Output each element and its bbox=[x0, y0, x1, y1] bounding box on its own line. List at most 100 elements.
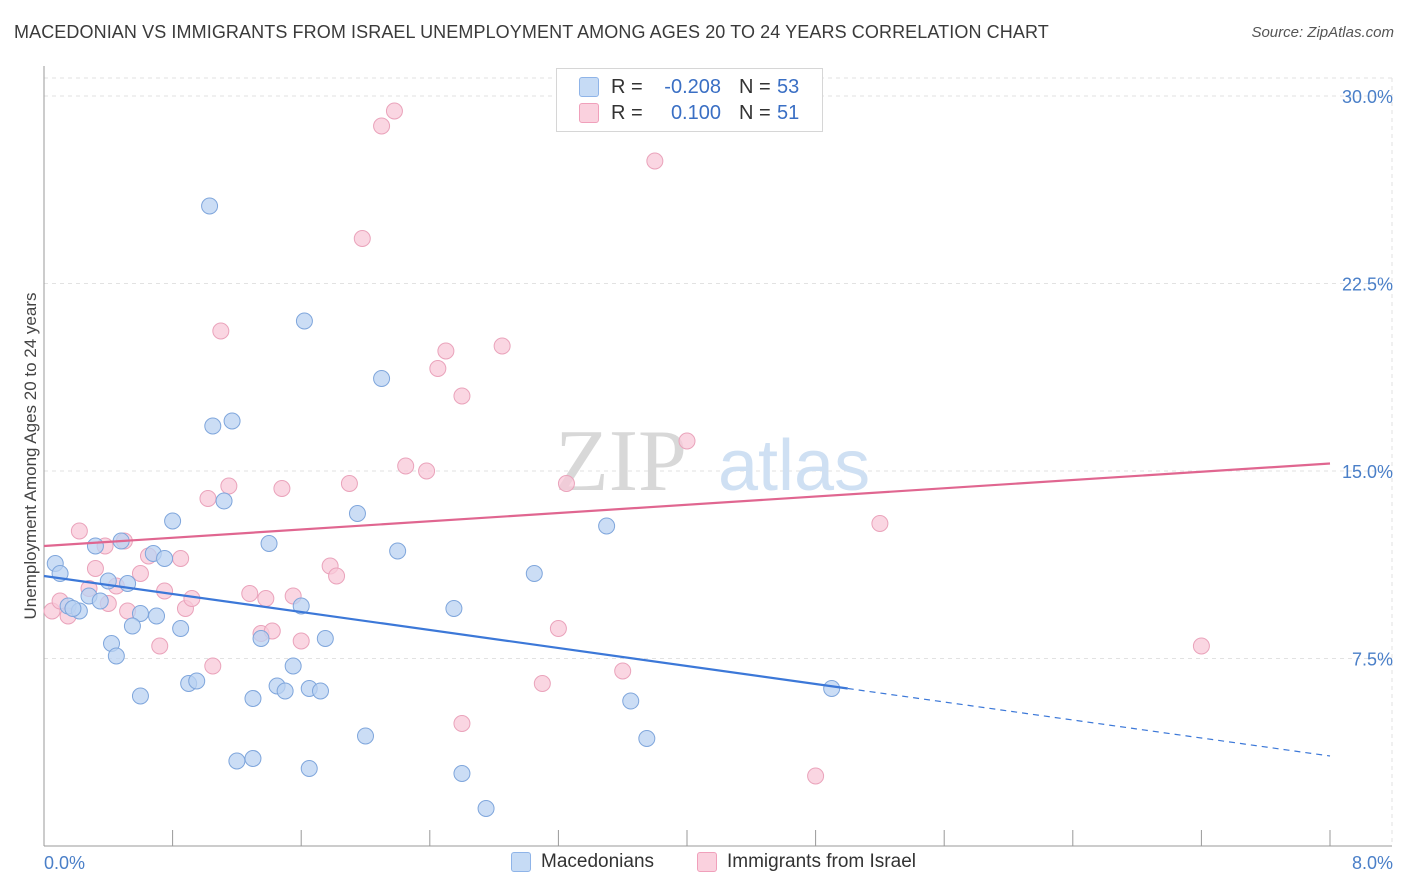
legend-r-label: R = bbox=[611, 101, 643, 124]
trend-line-macedonians-extrapolated bbox=[847, 687, 1331, 757]
y-tick-label: 30.0% bbox=[1342, 87, 1393, 107]
data-point bbox=[295, 312, 313, 330]
data-point bbox=[638, 730, 656, 747]
legend-item-macedonians[interactable]: Macedonians bbox=[511, 851, 654, 873]
x-tick-labels: 0.0% 8.0% bbox=[44, 853, 1393, 873]
y-axis-label: Unemployment Among Ages 20 to 24 years bbox=[21, 293, 40, 620]
legend-swatch-blue bbox=[511, 852, 531, 872]
axes bbox=[43, 66, 1392, 847]
data-point bbox=[823, 680, 841, 697]
data-point bbox=[86, 537, 104, 555]
source-label: Source: ZipAtlas.com bbox=[1251, 24, 1394, 41]
data-point bbox=[1192, 637, 1210, 655]
y-tick-label: 15.0% bbox=[1342, 462, 1393, 482]
data-point bbox=[622, 692, 640, 710]
legend-row-israel: R = 0.100 N = 51 bbox=[579, 100, 799, 126]
data-point bbox=[123, 617, 141, 635]
data-point bbox=[311, 682, 329, 700]
data-point bbox=[418, 462, 436, 480]
data-point bbox=[228, 752, 246, 770]
legend-swatch-pink bbox=[697, 852, 717, 872]
gridlines bbox=[44, 77, 1393, 846]
data-point bbox=[244, 750, 262, 767]
y-tick-label: 7.5% bbox=[1352, 650, 1393, 670]
data-point bbox=[598, 517, 616, 535]
data-point bbox=[453, 715, 471, 732]
data-point bbox=[300, 760, 318, 777]
data-point bbox=[353, 230, 371, 247]
data-point bbox=[204, 417, 222, 435]
data-point bbox=[385, 102, 403, 120]
data-point bbox=[252, 630, 270, 647]
series-legend: Macedonians Immigrants from Israel bbox=[0, 851, 1406, 879]
data-point bbox=[199, 490, 217, 507]
watermark-zip: ZIP bbox=[555, 413, 687, 510]
data-point bbox=[131, 565, 149, 582]
series-macedonians-points bbox=[46, 197, 841, 817]
trend-line-israel bbox=[43, 462, 1331, 548]
data-point bbox=[212, 322, 230, 340]
data-point bbox=[477, 800, 495, 817]
data-point bbox=[453, 387, 471, 405]
data-point bbox=[871, 515, 889, 532]
data-point bbox=[614, 662, 632, 680]
trend-line-macedonians bbox=[43, 574, 848, 690]
data-point bbox=[292, 632, 310, 650]
data-point bbox=[164, 512, 182, 530]
data-point bbox=[260, 535, 278, 552]
data-point bbox=[373, 117, 391, 135]
data-point bbox=[284, 657, 302, 675]
y-tick-labels: 7.5% 15.0% 22.5% 30.0% bbox=[1342, 87, 1393, 670]
data-point bbox=[429, 360, 447, 377]
legend-r-value: -0.208 bbox=[664, 75, 721, 98]
data-point bbox=[549, 620, 567, 637]
x-tick-label: 0.0% bbox=[44, 853, 85, 873]
data-point bbox=[241, 585, 259, 602]
data-point bbox=[156, 550, 174, 567]
data-point bbox=[525, 565, 543, 582]
y-tick-label: 22.5% bbox=[1342, 275, 1393, 295]
data-point bbox=[445, 600, 463, 617]
data-point bbox=[273, 480, 291, 497]
data-point bbox=[292, 597, 310, 615]
data-point bbox=[397, 457, 415, 475]
chart-title: MACEDONIAN VS IMMIGRANTS FROM ISRAEL UNE… bbox=[14, 22, 1049, 42]
legend-r-label: R = bbox=[611, 75, 643, 98]
data-point bbox=[64, 600, 82, 617]
data-point bbox=[223, 412, 241, 430]
data-point bbox=[201, 197, 219, 215]
legend-row-macedonians: R = -0.208 N = 53 bbox=[579, 74, 799, 100]
data-point bbox=[244, 690, 262, 707]
data-point bbox=[678, 432, 696, 450]
legend-n-label: N = bbox=[739, 101, 771, 124]
data-point bbox=[373, 370, 391, 387]
legend-swatch-blue bbox=[579, 77, 599, 97]
data-point bbox=[348, 505, 366, 522]
data-point bbox=[148, 607, 166, 625]
legend-item-israel[interactable]: Immigrants from Israel bbox=[697, 851, 916, 873]
trend-lines bbox=[43, 462, 1331, 757]
data-point bbox=[215, 492, 233, 510]
legend-label-israel: Immigrants from Israel bbox=[727, 851, 916, 872]
watermark-atlas: atlas bbox=[718, 426, 870, 506]
data-point bbox=[316, 630, 334, 647]
data-point bbox=[437, 342, 455, 360]
data-point bbox=[151, 637, 169, 655]
data-point bbox=[357, 727, 374, 745]
data-point bbox=[493, 337, 511, 355]
data-point bbox=[172, 620, 190, 637]
data-point bbox=[276, 682, 294, 700]
data-point bbox=[340, 475, 358, 492]
data-point bbox=[257, 590, 275, 607]
data-point bbox=[557, 475, 575, 492]
data-point bbox=[533, 675, 551, 692]
data-point bbox=[172, 550, 190, 567]
legend-swatch-pink bbox=[579, 103, 599, 123]
data-point bbox=[453, 765, 471, 782]
data-point bbox=[188, 672, 206, 690]
legend-r-value: 0.100 bbox=[670, 101, 721, 124]
data-point bbox=[131, 687, 149, 705]
legend-n-value: 53 bbox=[777, 75, 800, 98]
correlation-legend: R = -0.208 N = 53 R = 0.100 N = 51 bbox=[556, 68, 823, 132]
